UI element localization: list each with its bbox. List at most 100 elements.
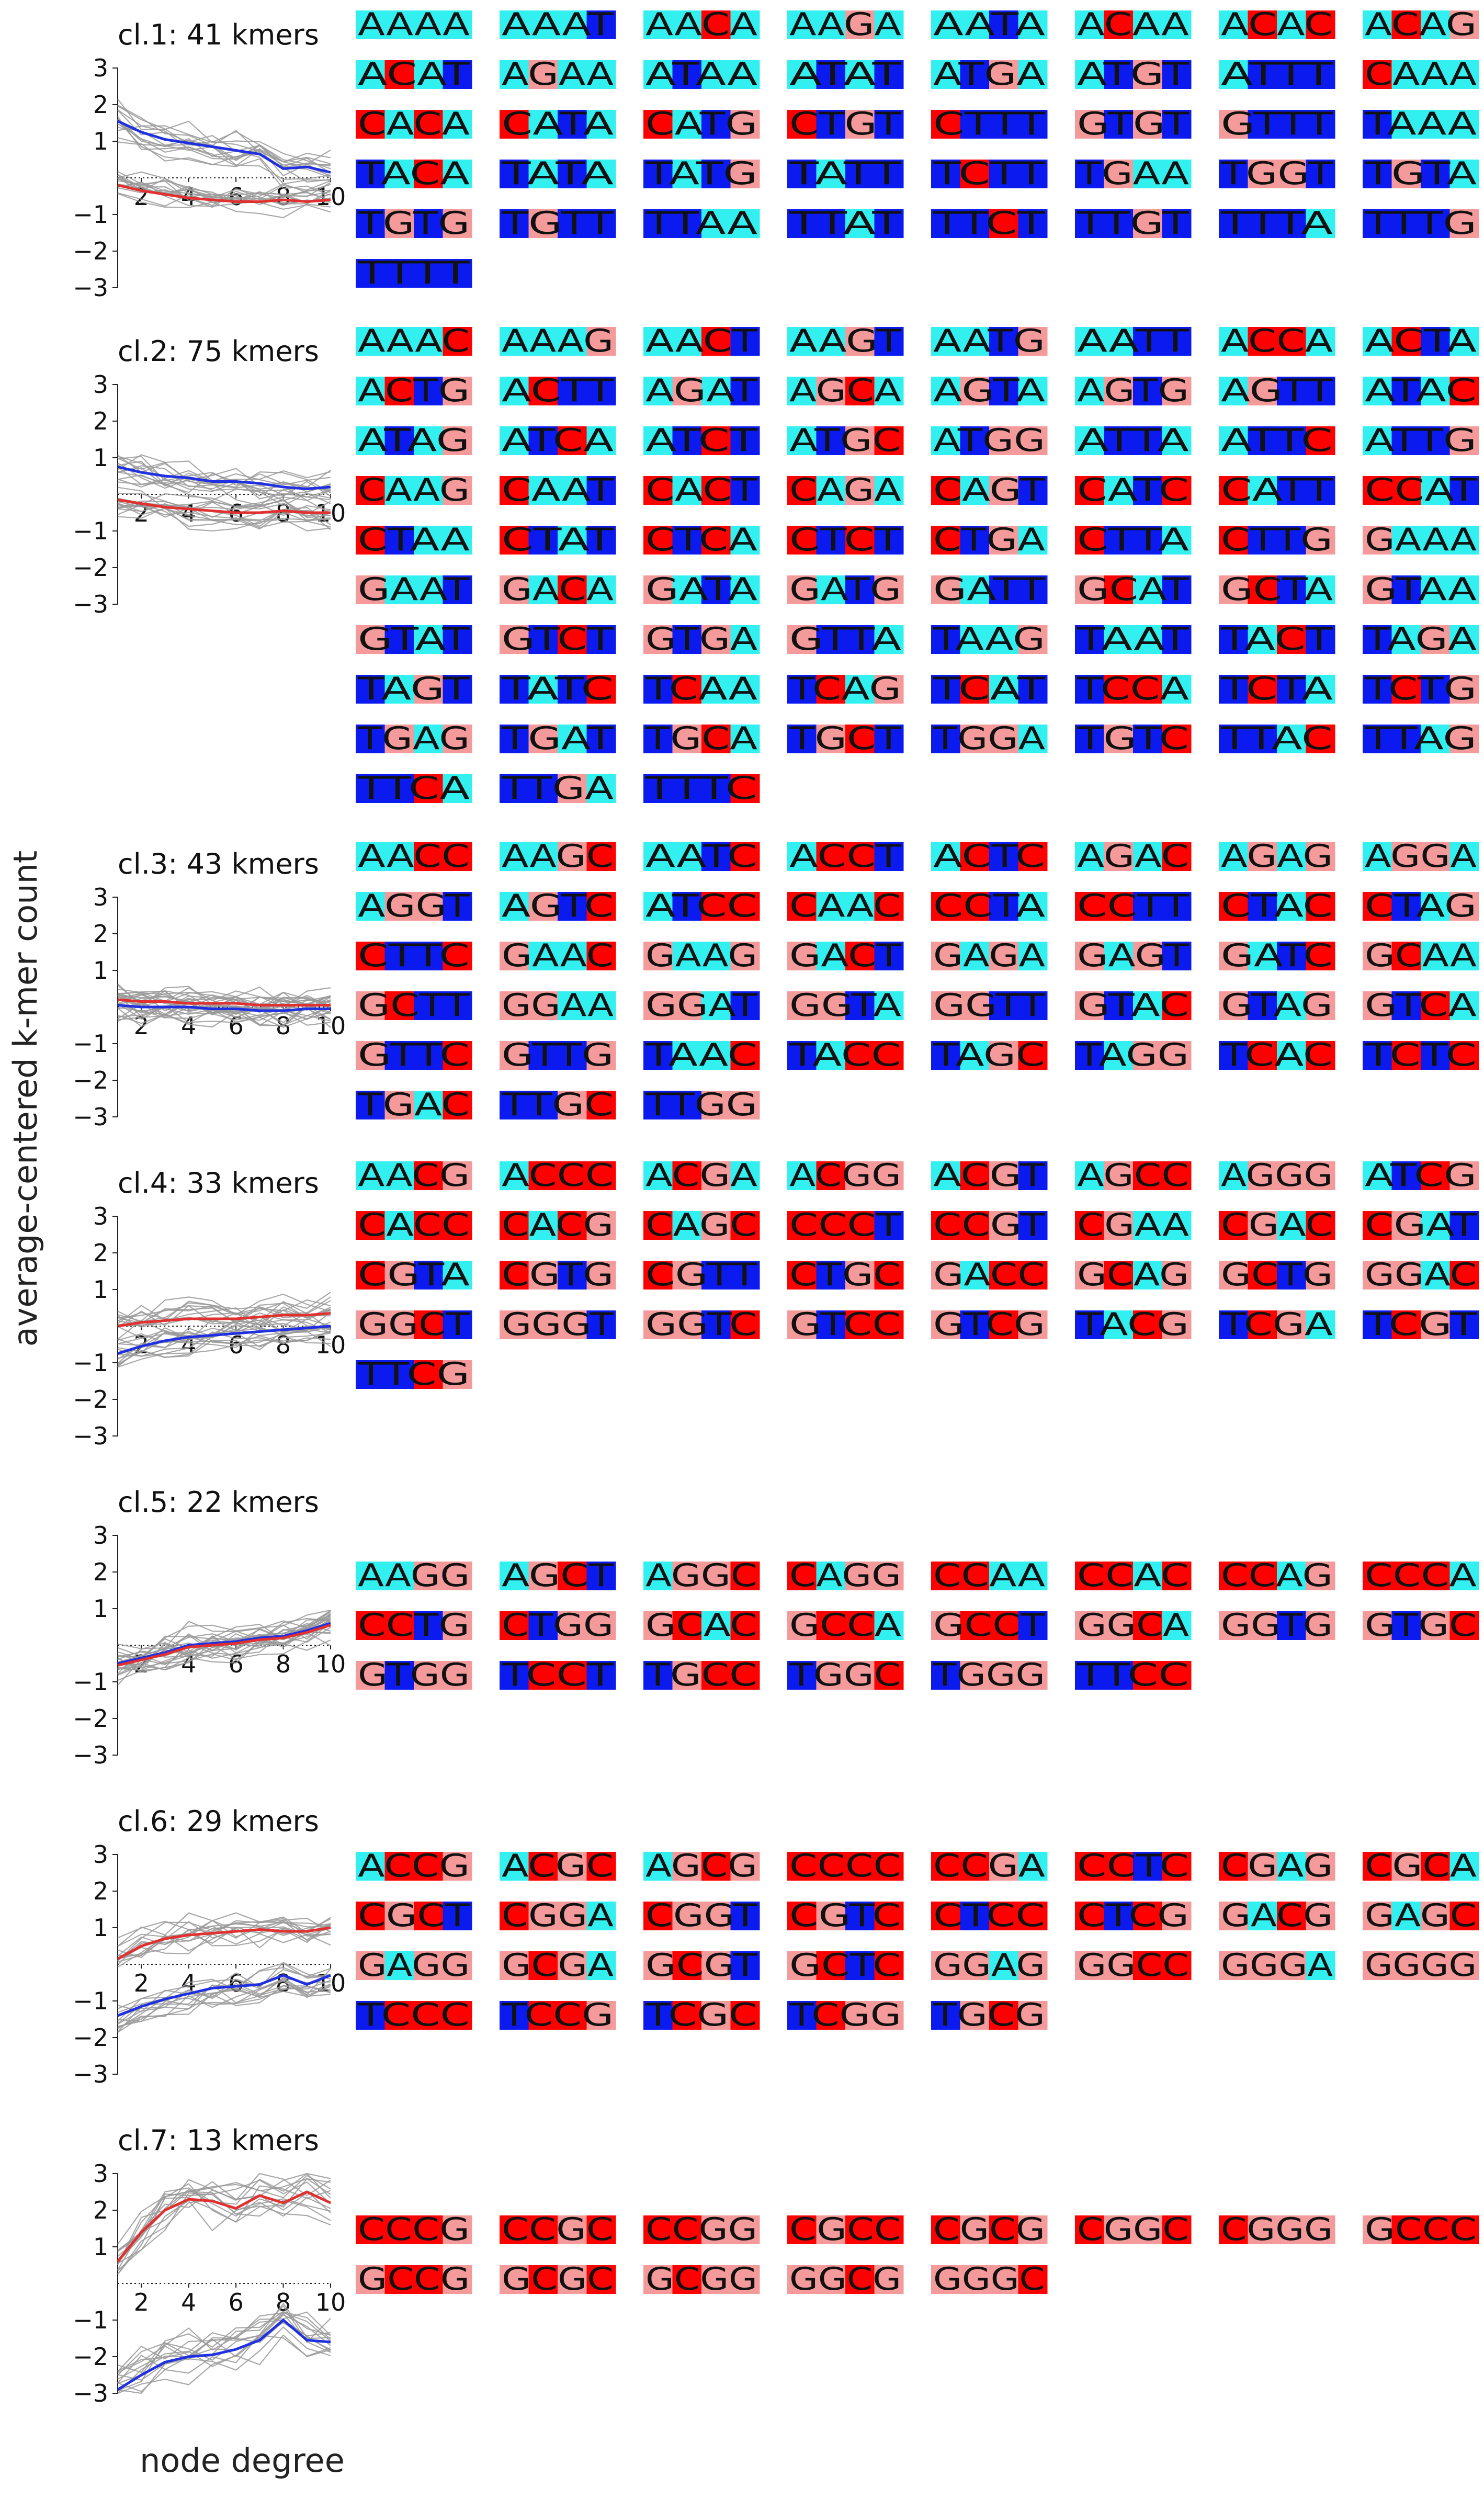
kmer-cell: CGCC: [787, 2211, 904, 2248]
base-color-block: [1306, 1041, 1335, 1070]
base-color-block: [528, 1161, 558, 1190]
base-color-block: [960, 1611, 990, 1640]
member-curve: [117, 1006, 331, 1026]
base-color-block: [845, 991, 875, 1020]
kmer-cell: GCCT: [931, 1607, 1048, 1644]
kmer-cell: CGAC: [1219, 1207, 1335, 1243]
kmer-label: GGTA: [789, 987, 901, 1024]
base-color-block: [1248, 675, 1277, 704]
kmer-cell: AGGA: [1363, 838, 1479, 875]
y-tick-label: −1: [73, 1668, 108, 1696]
base-color-block: [443, 1161, 472, 1190]
member-curve: [117, 1001, 331, 1021]
base-color-block: [528, 209, 558, 238]
kmer-label: TGCC: [645, 1657, 757, 1693]
y-tick-label: 3: [93, 370, 108, 399]
kmer-label: CTGA: [933, 522, 1045, 558]
kmer-label: AAGT: [789, 323, 901, 359]
base-color-block: [643, 209, 673, 238]
kmer-cell: CCAG: [1219, 1557, 1335, 1594]
kmer-label: GCCA: [789, 1607, 901, 1644]
base-color-block: [528, 1902, 558, 1930]
base-color-block: [443, 1902, 472, 1930]
base-color-block: [672, 327, 702, 356]
base-color-block: [845, 1310, 875, 1339]
base-color-block: [1391, 1310, 1421, 1339]
base-color-block: [730, 526, 760, 555]
base-color-block: [960, 160, 990, 188]
base-color-block: [787, 60, 817, 89]
kmer-cell: CTCC: [931, 1897, 1048, 1934]
kmer-cell: CTTA: [1075, 522, 1192, 558]
kmer-label: GGGT: [502, 1306, 614, 1343]
mean-curve-blue: [117, 466, 331, 491]
kmer-label: GGTG: [1221, 1607, 1333, 1644]
kmer-cell: CCAC: [1075, 1557, 1192, 1594]
base-color-block: [586, 1211, 616, 1240]
kmer-label: TGTC: [1077, 720, 1189, 757]
base-color-block: [1363, 60, 1392, 89]
kmer-label: CGTT: [645, 1257, 757, 1293]
kmer-cell: ATCC: [643, 888, 760, 924]
kmer-label: TTCT: [933, 205, 1046, 242]
base-color-block: [1162, 1562, 1192, 1590]
base-color-block: [558, 426, 587, 455]
base-color-block: [1277, 426, 1306, 455]
base-color-block: [1133, 160, 1162, 188]
base-color-block: [1391, 1261, 1421, 1290]
base-color-block: [1104, 1041, 1134, 1070]
base-color-block: [787, 1902, 817, 1930]
base-color-block: [414, 60, 443, 89]
base-color-block: [1104, 575, 1134, 604]
member-curve: [117, 1933, 331, 1961]
kmer-cell: CGCT: [356, 1897, 472, 1934]
mean-curve-red: [117, 1926, 331, 1960]
base-color-block: [500, 1091, 529, 1119]
kmer-cell: AGAC: [1075, 838, 1192, 875]
base-color-block: [558, 1041, 587, 1070]
kmer-label: TCAA: [645, 671, 757, 707]
kmer-cell: CCTC: [1075, 1848, 1192, 1884]
base-color-block: [816, 160, 846, 188]
kmer-label: ATCT: [645, 422, 757, 459]
y-tick-label: −2: [73, 237, 108, 265]
base-color-block: [845, 725, 875, 753]
base-color-block: [845, 327, 875, 356]
kmer-cell: TCCC: [356, 1997, 472, 2033]
kmer-cell: TCCA: [1075, 671, 1192, 707]
base-color-block: [730, 1902, 760, 1930]
kmer-label: TTGG: [645, 1087, 757, 1123]
base-color-block: [816, 625, 846, 654]
kmer-label: CGGT: [645, 1897, 757, 1934]
base-color-block: [701, 1310, 731, 1339]
base-color-block: [845, 160, 875, 188]
kmer-label: GAGT: [1077, 937, 1189, 974]
kmer-label: ATTG: [1365, 422, 1477, 459]
kmer-label: AGGT: [358, 888, 470, 924]
kmer-label: TCCG: [501, 1997, 614, 2033]
base-color-block: [1104, 526, 1134, 555]
base-color-block: [356, 625, 385, 654]
kmer-label: TCGG: [789, 1997, 901, 2033]
kmer-cell: CTGT: [787, 106, 904, 142]
base-color-block: [1104, 1261, 1134, 1290]
base-color-block: [414, 625, 443, 654]
kmer-label: TGCA: [645, 720, 757, 757]
base-color-block: [730, 725, 760, 753]
kmer-label: AGAA: [502, 56, 614, 93]
kmer-cell: TGAG: [356, 720, 472, 757]
base-color-block: [931, 625, 960, 654]
base-color-block: [558, 774, 587, 803]
kmer-label: GGGA: [1221, 1947, 1333, 1984]
kmer-cell: ATAA: [643, 56, 760, 93]
kmer-label: TACA: [357, 155, 470, 192]
base-color-block: [384, 60, 414, 89]
kmer-cell: CTAC: [1219, 888, 1335, 924]
base-color-block: [874, 1261, 904, 1290]
kmer-label: GGTC: [645, 1306, 757, 1343]
base-color-block: [1162, 1611, 1192, 1640]
mean-curve-blue: [117, 1325, 331, 1355]
kmer-label: TTTG: [1364, 205, 1477, 242]
base-color-block: [414, 259, 443, 288]
